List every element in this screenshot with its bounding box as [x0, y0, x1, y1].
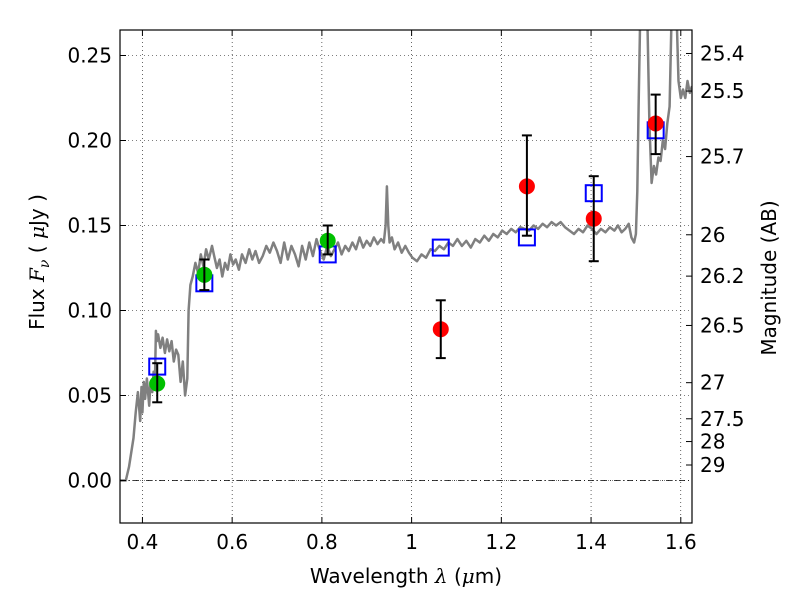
model-photometry-square — [431, 238, 450, 257]
y-tick-label: 0.00 — [67, 469, 112, 493]
y-tick-labels: 0.00 0.05 0.10 0.15 0.20 0.25 — [67, 44, 112, 493]
y2-tick-label: 25.5 — [700, 79, 745, 103]
x-axis-label: Wavelength λ (μm) — [310, 564, 502, 588]
y2-tick-label: 27 — [700, 371, 725, 395]
x-tick-label: 0.8 — [306, 530, 338, 554]
y2-tick-label: 28 — [700, 430, 725, 454]
observed-photometry — [149, 93, 664, 404]
x-tick-label: 0.6 — [216, 530, 248, 554]
y2-axis-label: Magnitude (AB) — [757, 200, 781, 355]
x-tick-label: 0.4 — [127, 530, 159, 554]
y-tick-label: 0.20 — [67, 129, 112, 153]
y-tick-label: 0.10 — [67, 299, 112, 323]
y-axis-label: Flux Fν ( μJy ) — [25, 194, 53, 330]
y2-tick-label: 27.5 — [700, 407, 745, 431]
x-tick-label: 1.4 — [575, 530, 607, 554]
y2-tick-label: 29 — [700, 453, 725, 477]
spectrum-line — [120, 30, 692, 482]
y2-tick-label: 25.4 — [700, 41, 745, 65]
y2-tick-label: 26 — [700, 223, 725, 247]
x-tick-label: 1.6 — [665, 530, 697, 554]
spectrum — [120, 30, 692, 482]
x-tick-labels: 0.4 0.6 0.8 1 1.2 1.4 1.6 — [127, 530, 697, 554]
y2-tick-label: 26.2 — [700, 264, 745, 288]
y-tick-label: 0.05 — [67, 384, 112, 408]
x-tick-label: 1.2 — [485, 530, 517, 554]
y-tick-label: 0.15 — [67, 214, 112, 238]
y2-tick-label: 26.5 — [700, 313, 745, 337]
y-tick-label: 0.25 — [67, 44, 112, 68]
x-tick-label: 1 — [405, 530, 418, 554]
y2-tick-label: 25.7 — [700, 145, 745, 169]
axis-ticks — [120, 30, 692, 523]
